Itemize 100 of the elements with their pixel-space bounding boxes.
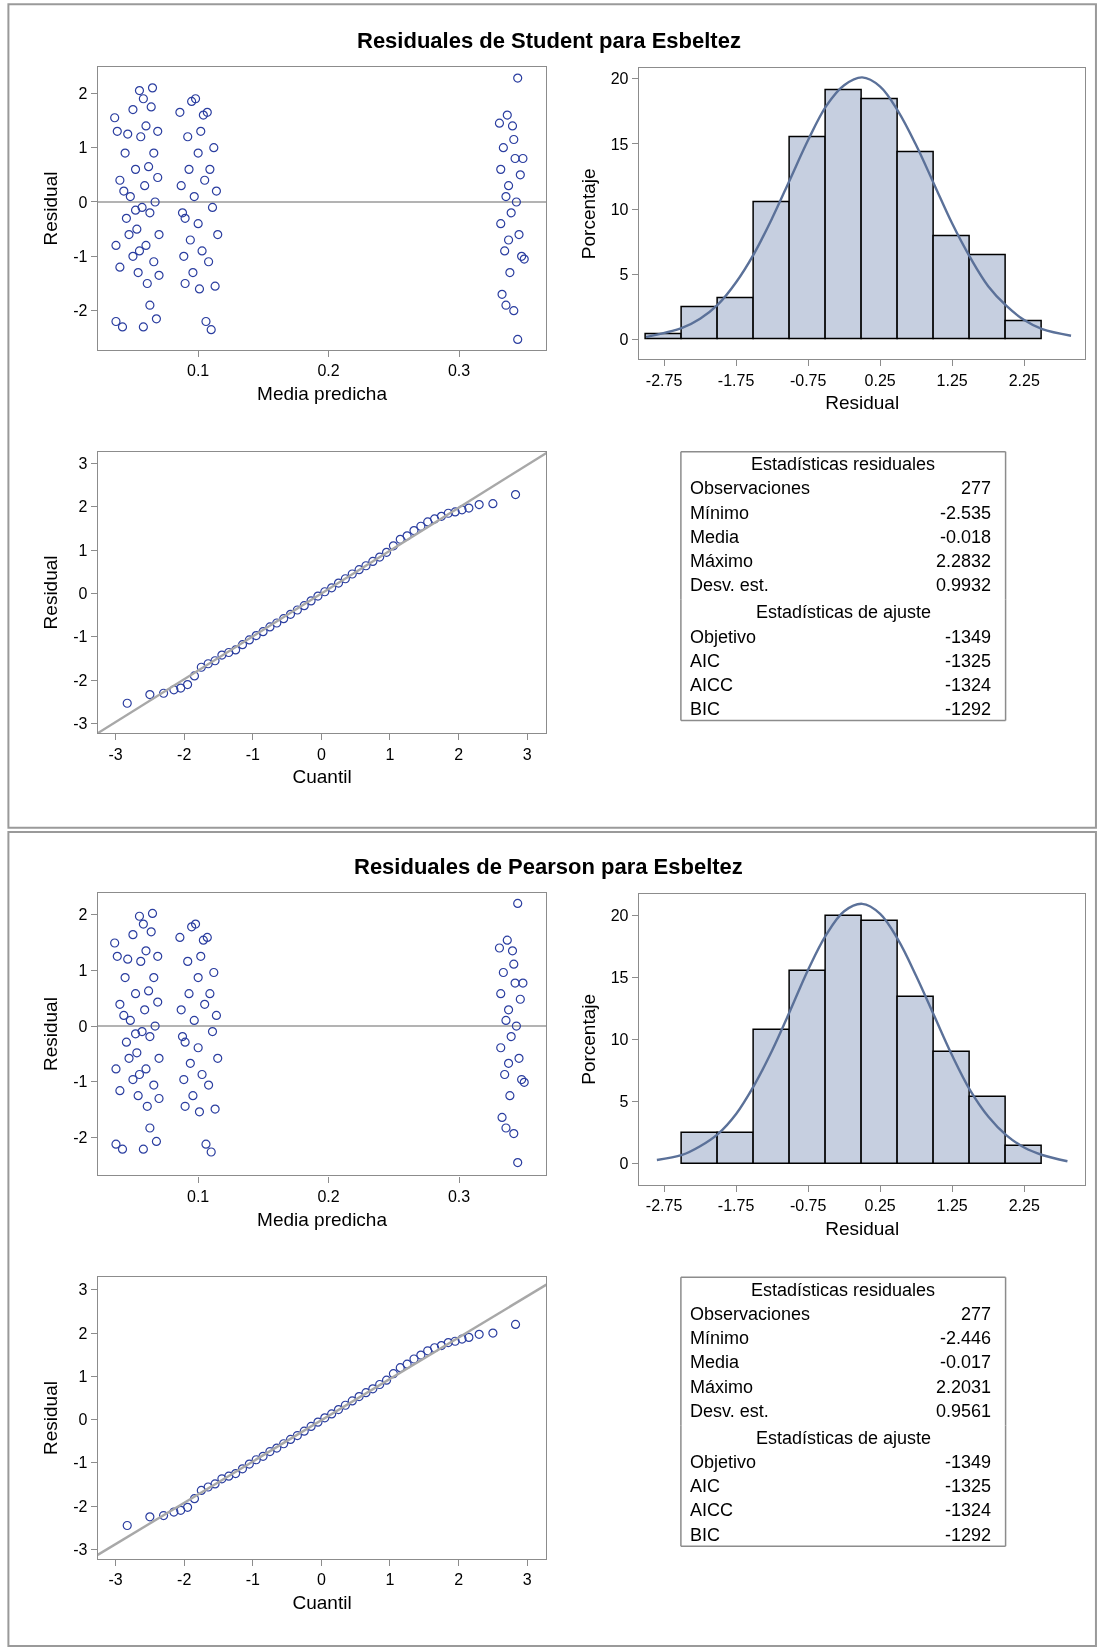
x-tick-label: 0.2 xyxy=(317,362,340,380)
chart-title: Residuales de Pearson para Esbeltez xyxy=(354,854,743,879)
text: Estadísticas residuales xyxy=(751,454,936,474)
y-tick-label: 10 xyxy=(610,1030,629,1048)
x-tick-label: 0.1 xyxy=(187,362,210,380)
x-tick-label: -2.75 xyxy=(645,371,683,389)
point xyxy=(299,1426,309,1436)
point xyxy=(457,1334,467,1344)
point xyxy=(189,1494,200,1504)
line-series xyxy=(655,902,1069,1163)
point xyxy=(272,1443,282,1453)
y-tick-label: 0 xyxy=(619,1155,629,1173)
x-axis-title: Cuantil xyxy=(292,766,352,788)
point xyxy=(340,1400,350,1410)
x-tick-label: 0.1 xyxy=(187,1187,210,1205)
category-label: Máximo xyxy=(690,1377,754,1397)
y-tick-label: -2 xyxy=(73,1497,88,1515)
point xyxy=(244,1459,254,1469)
x-tick-label: 0.25 xyxy=(864,1197,896,1215)
category-label: Máximo xyxy=(690,551,754,571)
y-tick-label: -1 xyxy=(73,1073,88,1091)
x-tick-label: 0.3 xyxy=(447,362,471,380)
point xyxy=(340,574,350,584)
y-tick-label: -2 xyxy=(73,1129,88,1147)
point xyxy=(402,1359,412,1369)
x-tick-label: -3 xyxy=(108,1571,123,1589)
point xyxy=(416,1350,426,1360)
y-tick-label: 15 xyxy=(610,968,629,986)
data-label: -1324 xyxy=(945,1500,992,1520)
point xyxy=(299,601,309,611)
data-label: -2.446 xyxy=(940,1328,992,1348)
point xyxy=(423,1346,433,1356)
point xyxy=(224,1471,234,1481)
point xyxy=(203,659,213,669)
data-label: -1349 xyxy=(945,1452,992,1472)
point xyxy=(395,1363,405,1373)
y-tick-label: 20 xyxy=(610,70,629,88)
category-label: Mínimo xyxy=(690,1328,750,1348)
data-label: -1324 xyxy=(945,675,992,695)
x-tick-label: 0 xyxy=(316,1571,326,1589)
point xyxy=(416,521,426,531)
point xyxy=(265,1446,275,1457)
category-label: Media xyxy=(690,1352,741,1372)
y-axis-title: Residual xyxy=(39,997,61,1072)
point xyxy=(196,1485,206,1496)
category-label: AIC xyxy=(690,651,721,671)
point xyxy=(381,547,392,557)
point xyxy=(409,1354,419,1364)
x-axis-title: Residual xyxy=(825,1217,900,1239)
point xyxy=(292,1430,302,1441)
y-tick-label: -3 xyxy=(73,715,88,733)
point xyxy=(306,1421,316,1432)
x-axis-title: Residual xyxy=(825,392,900,414)
x-axis-title: Media predicha xyxy=(257,1208,388,1230)
category-label: AICC xyxy=(690,1500,734,1520)
point xyxy=(231,645,241,655)
point xyxy=(395,534,405,544)
data-label: -1292 xyxy=(945,699,992,719)
point xyxy=(272,618,282,628)
point xyxy=(510,1319,521,1329)
point xyxy=(244,635,254,645)
point xyxy=(510,490,521,500)
point xyxy=(145,1512,155,1522)
point xyxy=(354,565,364,575)
y-tick-label: 0 xyxy=(619,331,629,349)
point xyxy=(313,1417,323,1427)
y-tick-label: 1 xyxy=(78,139,88,157)
point xyxy=(122,698,132,708)
category-label: Observaciones xyxy=(690,1304,811,1324)
y-tick-label: 0 xyxy=(78,1411,88,1429)
point xyxy=(450,1336,460,1346)
y-tick-label: -2 xyxy=(73,302,88,320)
point xyxy=(279,1439,289,1449)
point xyxy=(306,596,316,606)
category-label: Media xyxy=(690,527,741,547)
line-series xyxy=(644,76,1073,339)
data-label: -1325 xyxy=(945,1476,992,1496)
point xyxy=(436,1340,447,1351)
y-tick-label: 2 xyxy=(78,906,88,924)
point xyxy=(279,614,289,624)
point xyxy=(464,1332,474,1342)
data-label: -1349 xyxy=(945,627,992,647)
point xyxy=(231,1468,241,1479)
point xyxy=(409,526,419,536)
point xyxy=(122,1520,132,1531)
point xyxy=(224,647,234,658)
point xyxy=(182,1502,193,1512)
point xyxy=(217,650,227,660)
category-label: Observaciones xyxy=(690,478,811,498)
point xyxy=(450,507,460,517)
x-tick-label: 1.25 xyxy=(936,371,968,389)
text: Estadísticas residuales xyxy=(751,1280,936,1300)
y-tick-label: 2 xyxy=(78,84,88,102)
data-label: 2.2031 xyxy=(936,1377,992,1397)
x-axis-title: Cuantil xyxy=(292,1591,352,1613)
point xyxy=(169,685,179,695)
data-label: -2.535 xyxy=(940,503,992,523)
category-label: AICC xyxy=(690,675,734,695)
x-tick-label: 0.2 xyxy=(317,1187,340,1205)
point xyxy=(320,587,330,597)
